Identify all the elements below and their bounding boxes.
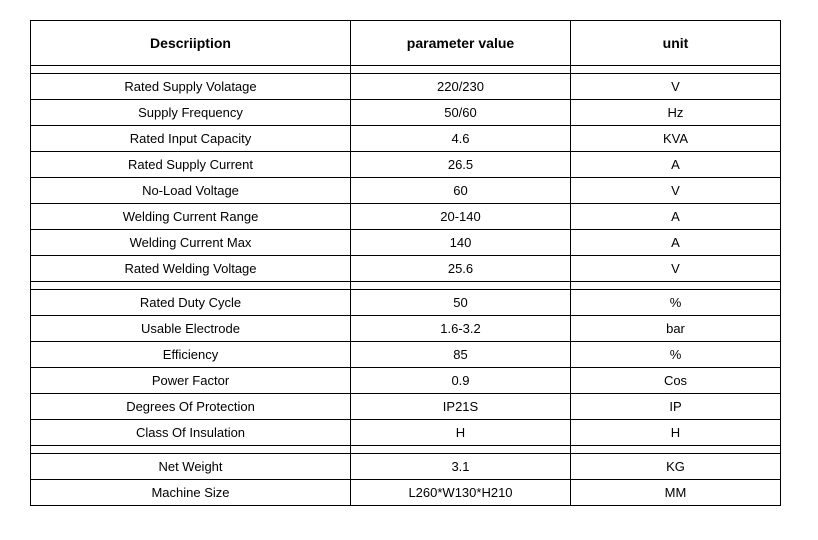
cell-description: Class Of Insulation <box>31 420 351 446</box>
table-spacer-row <box>31 446 781 454</box>
cell-unit: Cos <box>571 368 781 394</box>
cell-description: Rated Input Capacity <box>31 126 351 152</box>
cell-unit: H <box>571 420 781 446</box>
table-header-row: Descriiption parameter value unit <box>31 21 781 66</box>
table-row: Rated Input Capacity4.6KVA <box>31 126 781 152</box>
cell-unit: Hz <box>571 100 781 126</box>
table-row: Rated Duty Cycle50% <box>31 290 781 316</box>
cell-unit: MM <box>571 480 781 506</box>
cell-unit: % <box>571 290 781 316</box>
table-row: Welding Current Range20-140A <box>31 204 781 230</box>
col-header-unit: unit <box>571 21 781 66</box>
cell-description: Welding Current Max <box>31 230 351 256</box>
cell-parameter: L260*W130*H210 <box>351 480 571 506</box>
table-row: Efficiency85% <box>31 342 781 368</box>
cell-parameter: 26.5 <box>351 152 571 178</box>
table-spacer-row <box>31 66 781 74</box>
table-spacer-row <box>31 282 781 290</box>
table-body: Rated Supply Volatage220/230VSupply Freq… <box>31 66 781 506</box>
cell-parameter: 3.1 <box>351 454 571 480</box>
table-row: Power Factor0.9Cos <box>31 368 781 394</box>
cell-parameter: 0.9 <box>351 368 571 394</box>
cell-description: Degrees Of Protection <box>31 394 351 420</box>
cell-parameter: 50/60 <box>351 100 571 126</box>
cell-description: Supply Frequency <box>31 100 351 126</box>
cell-description: Rated Supply Volatage <box>31 74 351 100</box>
cell-parameter: 20-140 <box>351 204 571 230</box>
cell-unit: V <box>571 178 781 204</box>
table-row: Class Of InsulationHH <box>31 420 781 446</box>
cell-parameter: 25.6 <box>351 256 571 282</box>
cell-unit: V <box>571 74 781 100</box>
cell-parameter: 60 <box>351 178 571 204</box>
cell-unit: % <box>571 342 781 368</box>
cell-description: No-Load Voltage <box>31 178 351 204</box>
table-row: Rated Supply Current26.5A <box>31 152 781 178</box>
cell-unit: KVA <box>571 126 781 152</box>
cell-parameter: 220/230 <box>351 74 571 100</box>
cell-parameter: 50 <box>351 290 571 316</box>
cell-unit: IP <box>571 394 781 420</box>
col-header-parameter: parameter value <box>351 21 571 66</box>
cell-description: Rated Welding Voltage <box>31 256 351 282</box>
spec-table: Descriiption parameter value unit Rated … <box>30 20 781 506</box>
table-row: Rated Supply Volatage220/230V <box>31 74 781 100</box>
cell-unit: KG <box>571 454 781 480</box>
cell-parameter: 1.6-3.2 <box>351 316 571 342</box>
cell-description: Rated Duty Cycle <box>31 290 351 316</box>
table-row: Machine SizeL260*W130*H210MM <box>31 480 781 506</box>
cell-unit: V <box>571 256 781 282</box>
cell-unit: bar <box>571 316 781 342</box>
cell-unit: A <box>571 204 781 230</box>
cell-description: Usable Electrode <box>31 316 351 342</box>
cell-parameter: H <box>351 420 571 446</box>
cell-parameter: 4.6 <box>351 126 571 152</box>
cell-description: Power Factor <box>31 368 351 394</box>
table-row: Usable Electrode1.6-3.2bar <box>31 316 781 342</box>
cell-description: Efficiency <box>31 342 351 368</box>
table-row: No-Load Voltage60V <box>31 178 781 204</box>
cell-unit: A <box>571 230 781 256</box>
cell-parameter: IP21S <box>351 394 571 420</box>
cell-description: Machine Size <box>31 480 351 506</box>
cell-unit: A <box>571 152 781 178</box>
table-row: Degrees Of ProtectionIP21SIP <box>31 394 781 420</box>
cell-parameter: 85 <box>351 342 571 368</box>
cell-parameter: 140 <box>351 230 571 256</box>
table-row: Supply Frequency50/60Hz <box>31 100 781 126</box>
cell-description: Rated Supply Current <box>31 152 351 178</box>
table-row: Welding Current Max140A <box>31 230 781 256</box>
cell-description: Welding Current Range <box>31 204 351 230</box>
table-row: Rated Welding Voltage25.6V <box>31 256 781 282</box>
table-row: Net Weight3.1KG <box>31 454 781 480</box>
cell-description: Net Weight <box>31 454 351 480</box>
col-header-description: Descriiption <box>31 21 351 66</box>
